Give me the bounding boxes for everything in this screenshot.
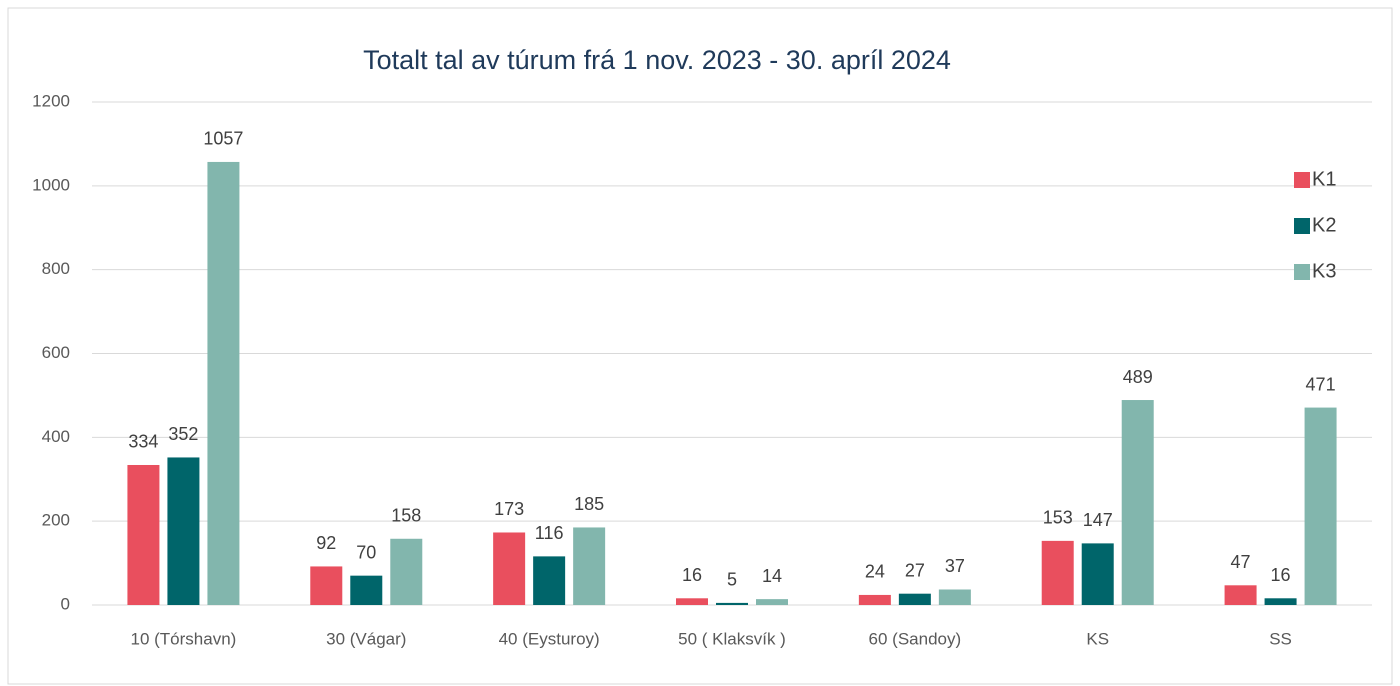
- data-label: 185: [574, 494, 604, 514]
- bar: [310, 566, 343, 605]
- data-label: 158: [391, 506, 421, 526]
- legend-swatch: [1294, 218, 1310, 234]
- y-tick-label: 400: [42, 427, 70, 446]
- y-tick-label: 1200: [32, 91, 70, 110]
- y-tick-label: 600: [42, 343, 70, 362]
- data-label: 116: [535, 523, 564, 543]
- bar: [167, 457, 200, 605]
- bar: [1304, 407, 1337, 605]
- x-tick-label: 10 (Tórshavn): [131, 629, 237, 648]
- data-label: 1057: [203, 129, 243, 149]
- y-tick-label: 0: [61, 594, 70, 613]
- bar: [676, 598, 708, 605]
- bar: [898, 593, 931, 605]
- legend-label: K2: [1312, 214, 1336, 236]
- bar: [1081, 543, 1114, 605]
- legend-swatch: [1294, 172, 1310, 188]
- data-label: 334: [128, 432, 158, 452]
- data-label: 92: [316, 533, 336, 553]
- data-label: 37: [945, 556, 965, 576]
- bar: [350, 575, 383, 605]
- bar: [756, 599, 788, 605]
- data-label: 16: [1271, 565, 1291, 585]
- bar: [938, 589, 971, 605]
- chart-title: Totalt tal av túrum frá 1 nov. 2023 - 30…: [363, 45, 951, 75]
- legend-label: K1: [1312, 168, 1336, 190]
- bar: [493, 532, 526, 605]
- data-label: 352: [168, 424, 198, 444]
- x-tick-label: KS: [1086, 629, 1109, 648]
- data-label: 70: [356, 542, 376, 562]
- bar: [127, 464, 160, 605]
- bar: [207, 161, 240, 605]
- data-label: 47: [1231, 552, 1251, 572]
- y-tick-label: 200: [42, 511, 70, 530]
- x-tick-label: 30 (Vágar): [326, 629, 406, 648]
- data-label: 24: [865, 562, 885, 582]
- data-label: 14: [762, 566, 782, 586]
- x-tick-label: SS: [1269, 629, 1292, 648]
- data-label: 5: [727, 570, 737, 590]
- data-label: 173: [494, 499, 524, 519]
- data-label: 16: [682, 565, 702, 585]
- bar: [1121, 400, 1154, 605]
- bar: [533, 556, 566, 605]
- legend-swatch: [1294, 264, 1310, 280]
- legend-label: K3: [1312, 260, 1336, 282]
- bar: [1264, 598, 1297, 605]
- bar: [573, 527, 606, 605]
- x-tick-label: 50 ( Klaksvík ): [678, 629, 786, 648]
- y-tick-label: 1000: [32, 175, 70, 194]
- data-label: 489: [1123, 367, 1153, 387]
- y-tick-label: 800: [42, 259, 70, 278]
- x-tick-label: 40 (Eysturoy): [499, 629, 600, 648]
- x-tick-label: 60 (Sandoy): [869, 629, 962, 648]
- bar: [390, 538, 423, 605]
- bar: [1041, 540, 1074, 605]
- data-label: 153: [1043, 508, 1073, 528]
- data-label: 27: [905, 560, 925, 580]
- bar: [1224, 585, 1257, 605]
- bar: [716, 602, 748, 605]
- data-label: 147: [1083, 510, 1113, 530]
- data-label: 471: [1306, 374, 1336, 394]
- bar: [858, 594, 891, 605]
